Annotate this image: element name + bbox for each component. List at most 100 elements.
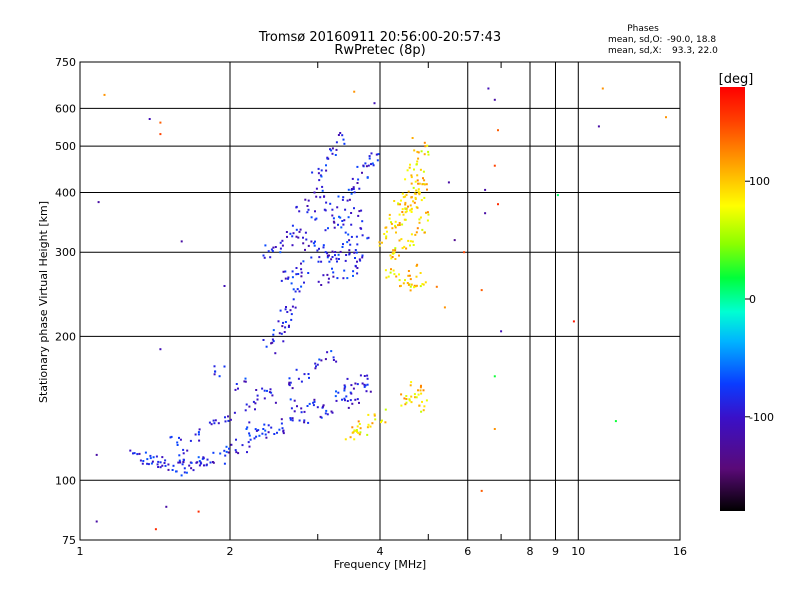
outlier-point bbox=[572, 320, 575, 323]
o-mode-point bbox=[356, 243, 359, 246]
o-mode-point bbox=[136, 453, 139, 456]
o-mode-point bbox=[332, 275, 335, 278]
o-mode-point bbox=[218, 375, 221, 378]
o-mode-point bbox=[276, 431, 278, 434]
x-mode-point bbox=[414, 180, 417, 183]
o-mode-point bbox=[295, 368, 298, 371]
outlier-point bbox=[148, 118, 151, 120]
x-mode-point bbox=[404, 207, 407, 210]
o-mode-point bbox=[229, 418, 232, 421]
outlier-point bbox=[159, 121, 162, 124]
x-mode-point bbox=[394, 258, 397, 260]
o-mode-point bbox=[325, 169, 328, 172]
o-mode-point bbox=[206, 458, 209, 461]
o-mode-point bbox=[263, 423, 266, 426]
x-mode-point bbox=[378, 244, 381, 247]
x-mode-point bbox=[426, 144, 429, 147]
o-mode-point bbox=[169, 436, 172, 439]
outlier-point bbox=[493, 428, 496, 430]
o-mode-point bbox=[233, 411, 236, 414]
o-mode-point bbox=[280, 422, 283, 425]
x-mode-point bbox=[425, 211, 427, 214]
o-mode-point bbox=[326, 351, 329, 354]
o-mode-point bbox=[186, 449, 189, 452]
o-mode-point bbox=[272, 246, 275, 249]
o-mode-point bbox=[197, 456, 200, 459]
outlier-point bbox=[435, 285, 438, 288]
o-mode-point bbox=[272, 340, 275, 343]
x-mode-point bbox=[356, 425, 359, 428]
x-mode-point bbox=[381, 241, 383, 244]
o-mode-point bbox=[361, 234, 364, 237]
o-mode-point bbox=[314, 210, 316, 213]
x-mode-point bbox=[410, 182, 413, 185]
o-mode-point bbox=[327, 277, 330, 280]
x-mode-point bbox=[398, 239, 401, 242]
o-mode-point bbox=[286, 311, 289, 313]
outlier-point bbox=[493, 98, 496, 101]
x-mode-point bbox=[403, 397, 406, 400]
outlier-point bbox=[159, 348, 162, 351]
o-mode-point bbox=[375, 153, 378, 156]
outlier-point bbox=[373, 102, 376, 105]
o-mode-point bbox=[343, 387, 346, 390]
o-mode-point bbox=[261, 387, 264, 390]
x-mode-point bbox=[413, 286, 415, 289]
o-mode-point bbox=[262, 339, 265, 341]
x-mode-point bbox=[344, 438, 347, 441]
o-mode-point bbox=[289, 398, 292, 401]
outlier-point bbox=[463, 251, 466, 254]
o-mode-point bbox=[289, 418, 292, 421]
o-mode-point bbox=[324, 251, 327, 254]
o-mode-point bbox=[337, 391, 340, 394]
o-mode-point bbox=[312, 401, 315, 404]
x-mode-point bbox=[418, 193, 421, 196]
x-mode-point bbox=[410, 207, 413, 210]
o-mode-point bbox=[299, 228, 302, 231]
x-mode-point bbox=[417, 151, 420, 154]
x-mode-point bbox=[416, 150, 419, 153]
o-mode-point bbox=[224, 416, 226, 419]
o-mode-point bbox=[183, 467, 186, 470]
o-mode-point bbox=[282, 340, 285, 343]
outlier-point bbox=[95, 520, 98, 523]
o-mode-point bbox=[313, 244, 316, 247]
o-mode-point bbox=[358, 401, 360, 404]
o-mode-point bbox=[197, 431, 200, 434]
o-mode-point bbox=[372, 164, 375, 167]
o-mode-point bbox=[366, 374, 369, 377]
o-mode-point bbox=[270, 391, 273, 394]
x-mode-point bbox=[398, 254, 400, 257]
o-mode-point bbox=[336, 206, 339, 209]
y-tick-label: 300 bbox=[55, 246, 76, 259]
outlier-point bbox=[614, 420, 617, 423]
o-mode-point bbox=[284, 270, 287, 273]
x-mode-point bbox=[406, 282, 409, 284]
x-mode-point bbox=[373, 413, 376, 416]
x-mode-point bbox=[393, 200, 396, 202]
o-mode-point bbox=[190, 467, 193, 470]
o-mode-point bbox=[306, 405, 309, 407]
o-mode-point bbox=[344, 259, 347, 262]
o-mode-point bbox=[312, 404, 315, 407]
x-mode-point bbox=[404, 203, 407, 206]
x-mode-point bbox=[397, 202, 400, 205]
o-mode-point bbox=[164, 459, 167, 462]
o-mode-point bbox=[142, 460, 145, 462]
o-mode-point bbox=[228, 447, 230, 450]
o-mode-point bbox=[358, 210, 361, 213]
x-mode-point bbox=[422, 177, 424, 180]
x-mode-point bbox=[404, 403, 407, 406]
x-mode-point bbox=[404, 178, 407, 181]
o-mode-point bbox=[370, 152, 373, 155]
o-mode-point bbox=[133, 452, 136, 455]
x-mode-point bbox=[401, 223, 404, 226]
o-mode-point bbox=[263, 256, 266, 259]
o-mode-point bbox=[277, 320, 280, 323]
o-mode-point bbox=[357, 214, 360, 217]
x-mode-point bbox=[426, 211, 429, 214]
x-mode-point bbox=[373, 414, 376, 417]
x-mode-point bbox=[416, 179, 419, 182]
x-mode-point bbox=[404, 279, 406, 282]
o-mode-point bbox=[324, 412, 327, 415]
